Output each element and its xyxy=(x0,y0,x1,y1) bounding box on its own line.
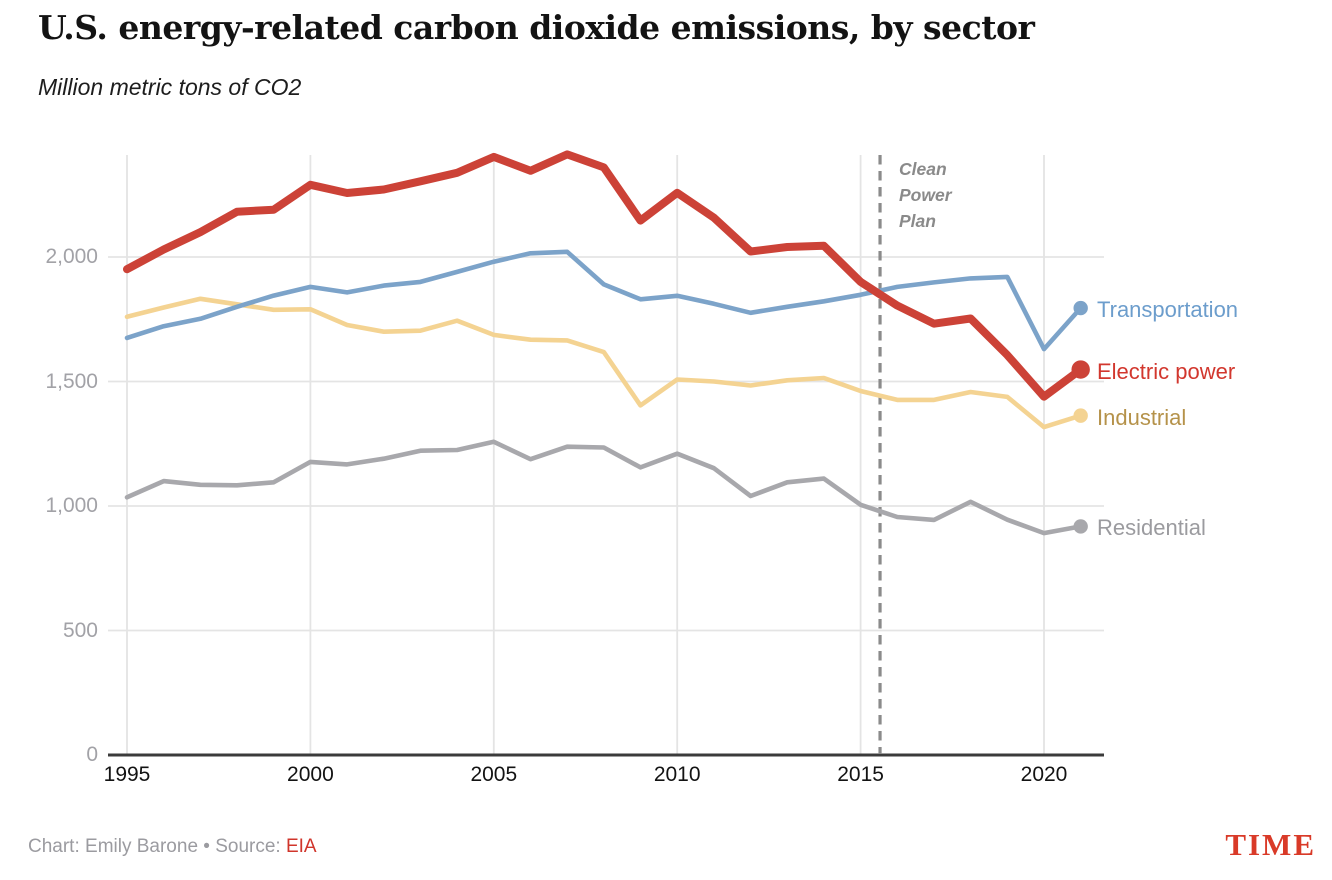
series-label-industrial: Industrial xyxy=(1097,404,1187,430)
y-tick-label: 1,500 xyxy=(45,369,98,393)
series-line-industrial xyxy=(124,296,1083,430)
y-tick-label: 0 xyxy=(86,743,98,766)
series-line-transportation xyxy=(124,249,1083,352)
annotation-line: Plan xyxy=(899,211,936,231)
page-title: U.S. energy-related carbon dioxide emiss… xyxy=(38,8,1035,47)
chart-subtitle: Million metric tons of CO2 xyxy=(38,74,302,100)
x-tick-label: 2015 xyxy=(837,763,884,786)
series-label-transportation: Transportation xyxy=(1097,297,1239,323)
series-end-dot-transportation xyxy=(1073,300,1088,316)
y-tick-label: 500 xyxy=(62,618,98,642)
series-end-dot-residential xyxy=(1073,519,1088,534)
series-label-residential: Residential xyxy=(1097,515,1206,541)
time-logo: TIME xyxy=(1225,827,1316,862)
source-link[interactable]: EIA xyxy=(285,836,317,857)
x-tick-label: 2020 xyxy=(1020,763,1068,786)
y-tick-label: 2,000 xyxy=(45,245,98,268)
credit-text: Chart: Emily Barone • Source: xyxy=(28,836,286,857)
annotation-line: Power xyxy=(899,185,952,205)
series-label-electric-power: Electric power xyxy=(1097,358,1236,384)
series-line-residential xyxy=(124,439,1083,536)
annotation-line: Clean xyxy=(899,159,947,179)
x-tick-label: 2000 xyxy=(287,763,334,786)
y-tick-label: 1,000 xyxy=(45,494,98,517)
series-line-electric-power xyxy=(123,150,1085,401)
chart-credit: Chart: Emily Barone • Source: EIA xyxy=(28,836,317,858)
x-tick-label: 2005 xyxy=(470,763,518,786)
x-tick-label: 2010 xyxy=(653,763,701,786)
x-tick-label: 1995 xyxy=(103,763,151,786)
series-end-dot-industrial xyxy=(1073,408,1088,423)
series-end-dot-electric-power xyxy=(1071,360,1090,379)
annotation-clean-power-plan: Clean Power Plan xyxy=(899,156,952,234)
